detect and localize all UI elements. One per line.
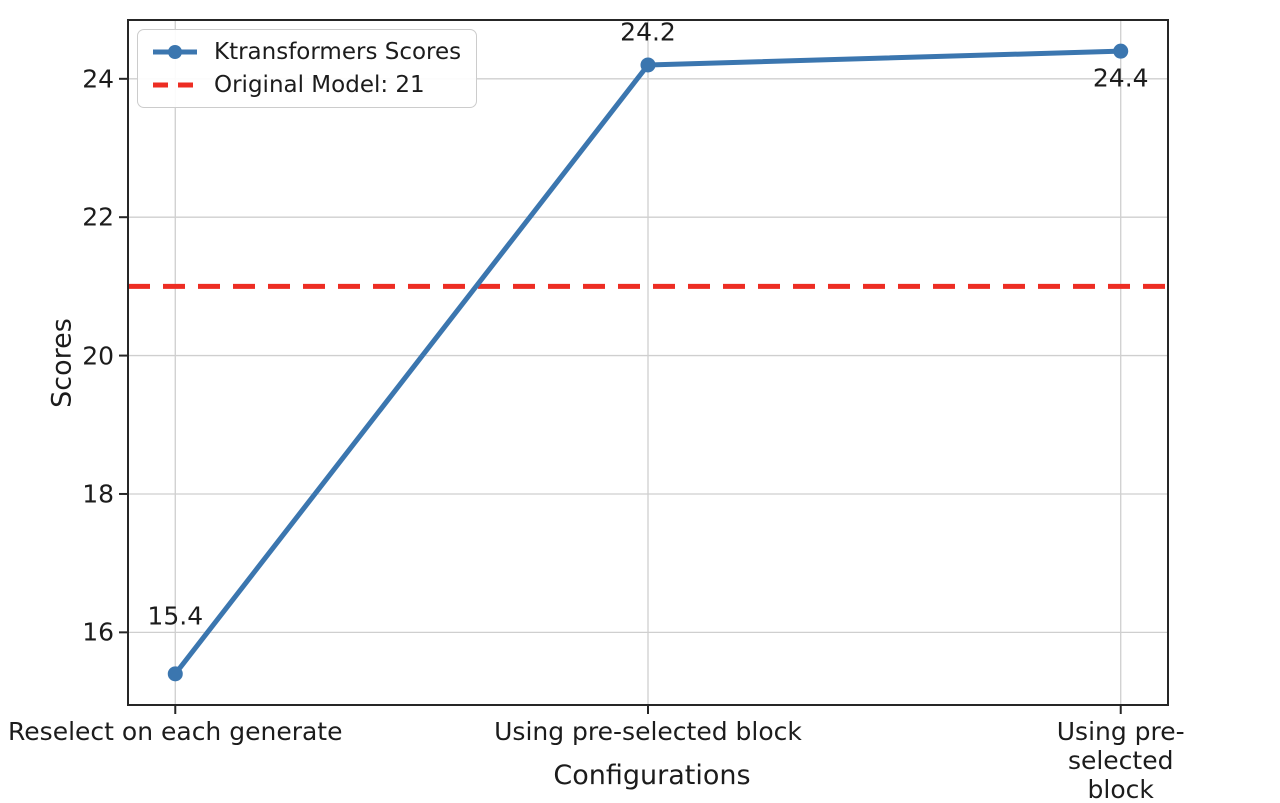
x-tick-label: Using pre-selected block First two layer… <box>1056 717 1185 803</box>
y-tick-label: 24 <box>82 64 114 94</box>
legend-reference-label: Original Model: 21 <box>214 72 425 98</box>
x-tick-label: Reselect on each generate <box>8 717 343 746</box>
y-tick-label: 16 <box>82 617 114 647</box>
legend-entry-series: Ktransformers Scores <box>150 39 461 65</box>
legend-entry-reference: Original Model: 21 <box>150 72 461 98</box>
legend-series-label: Ktransformers Scores <box>214 39 462 65</box>
legend: Ktransformers Scores Original Model: 21 <box>137 29 478 108</box>
data-point-marker <box>167 666 183 682</box>
legend-dashed-line-icon <box>153 82 197 88</box>
y-tick-label: 20 <box>82 341 114 371</box>
y-tick-label: 18 <box>82 479 114 509</box>
data-point-marker <box>1113 43 1129 59</box>
data-point-label: 15.4 <box>147 601 204 631</box>
data-point-label: 24.2 <box>620 17 676 47</box>
data-point-label: 24.4 <box>1092 63 1149 93</box>
x-axis-label: Configurations <box>553 760 751 791</box>
x-tick-label: Using pre-selected block <box>494 717 802 746</box>
data-point-marker <box>640 57 656 73</box>
y-tick-label: 22 <box>82 202 114 232</box>
y-axis-label: Scores <box>46 317 78 408</box>
legend-series-line-icon <box>153 45 197 59</box>
